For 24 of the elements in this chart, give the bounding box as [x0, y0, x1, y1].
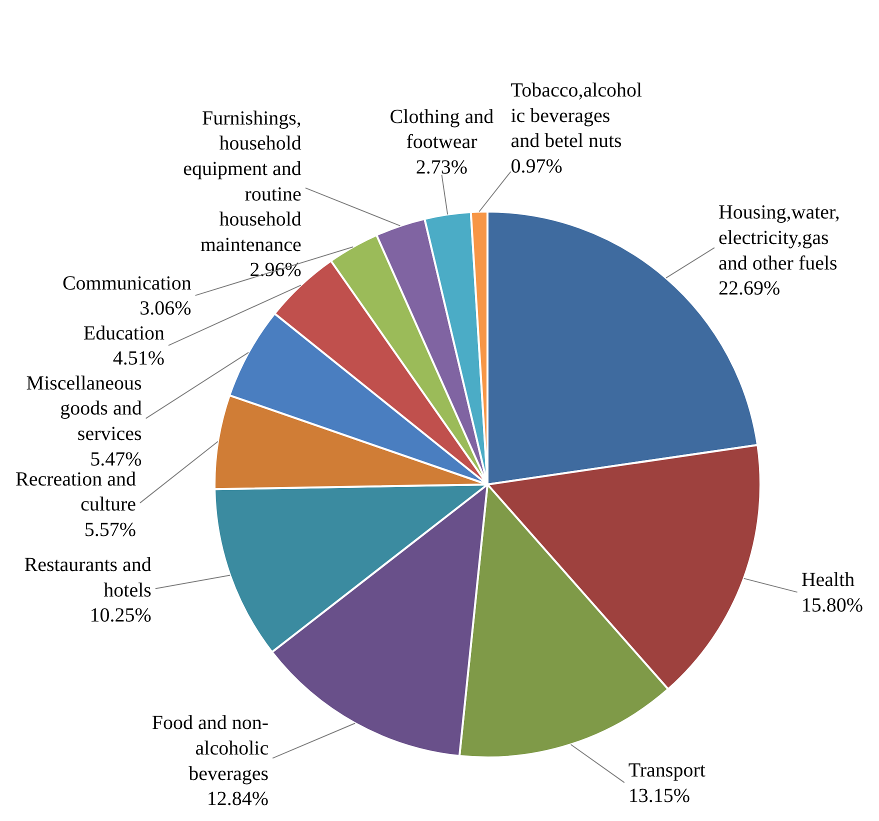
data-label: 2.73% — [416, 156, 468, 178]
data-label: 0.97% — [510, 156, 562, 178]
slice-label: Food and non-alcoholic beverages — [152, 712, 269, 785]
data-label: 10.25% — [90, 604, 152, 627]
data-label: 12.84% — [206, 788, 269, 810]
slice-label: Restaurants and hotels — [24, 554, 152, 602]
data-label: 5.57% — [84, 519, 136, 542]
slice-label: Education — [83, 322, 165, 344]
slice-label: Health — [801, 569, 855, 592]
data-label: 22.69% — [718, 278, 780, 300]
data-label: 4.51% — [112, 348, 165, 370]
slice-label: Transport — [628, 760, 706, 782]
slice-label: Furnishings, household equipment and routine household maintenance — [183, 107, 302, 256]
slice-label: Tobacco,alcoholic beverages and betel nuts — [510, 80, 643, 152]
data-label: 5.47% — [90, 448, 142, 470]
data-label: 3.06% — [140, 298, 192, 320]
slice-label: Miscellaneous goods and services — [26, 372, 142, 446]
data-label: 15.80% — [801, 594, 863, 616]
data-label: 13.15% — [628, 784, 690, 807]
slice-label: Housing,water, electricity,gas and other fuels — [718, 202, 840, 274]
slice-label: Communication — [62, 272, 192, 294]
slice-label: Recreation and culture — [15, 468, 136, 516]
slice-label: Clothing and footwear — [390, 106, 494, 154]
data-label: 2.96% — [250, 259, 302, 282]
